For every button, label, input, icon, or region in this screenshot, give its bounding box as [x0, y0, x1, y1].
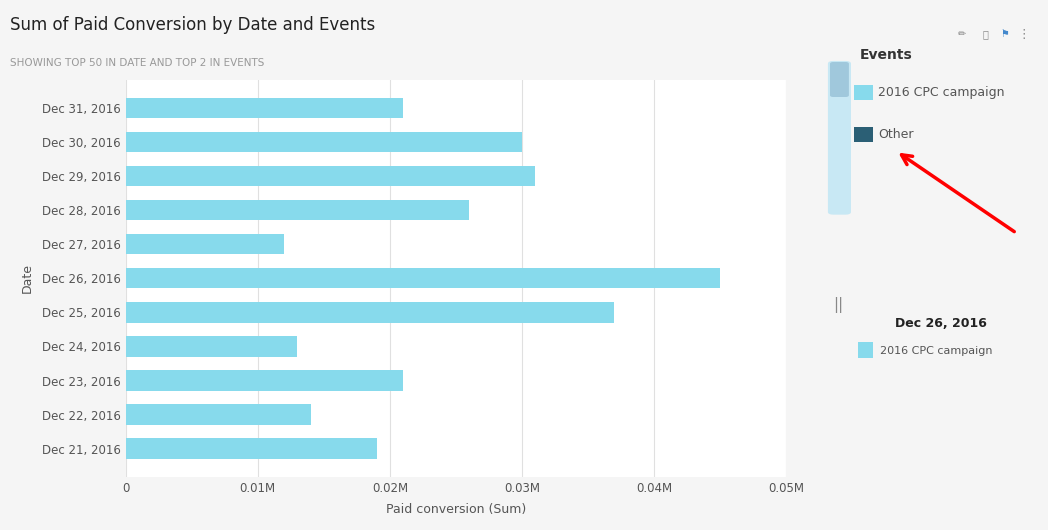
Bar	[126, 302, 614, 323]
Text: SHOWING TOP 50 IN DATE AND TOP 2 IN EVENTS: SHOWING TOP 50 IN DATE AND TOP 2 IN EVEN…	[10, 58, 265, 68]
Text: Other: Other	[878, 128, 914, 141]
Y-axis label: Date: Date	[21, 263, 34, 293]
Text: ||: ||	[833, 297, 844, 313]
Bar	[126, 404, 310, 425]
Bar	[126, 268, 720, 288]
Bar	[126, 98, 403, 118]
Text: ⤢: ⤢	[983, 30, 988, 39]
Text: ⚑: ⚑	[1000, 30, 1009, 39]
Bar	[126, 200, 470, 220]
Text: Sum of Paid Conversion by Date and Events: Sum of Paid Conversion by Date and Event…	[10, 16, 376, 34]
Bar	[858, 342, 873, 358]
Text: Dec 26, 2016: Dec 26, 2016	[895, 317, 986, 330]
Text: Events: Events	[859, 48, 912, 61]
Bar	[126, 336, 298, 357]
Bar	[126, 370, 403, 391]
Bar	[126, 131, 522, 152]
Bar	[126, 438, 376, 459]
Text: 2016 CPC campaign: 2016 CPC campaign	[880, 346, 992, 356]
Text: ✏: ✏	[958, 30, 966, 39]
Text: ⋮: ⋮	[1018, 28, 1029, 41]
Bar	[126, 234, 284, 254]
Bar	[126, 166, 536, 186]
Text: 2016 CPC campaign: 2016 CPC campaign	[878, 86, 1005, 99]
X-axis label: Paid conversion (Sum): Paid conversion (Sum)	[386, 503, 526, 516]
